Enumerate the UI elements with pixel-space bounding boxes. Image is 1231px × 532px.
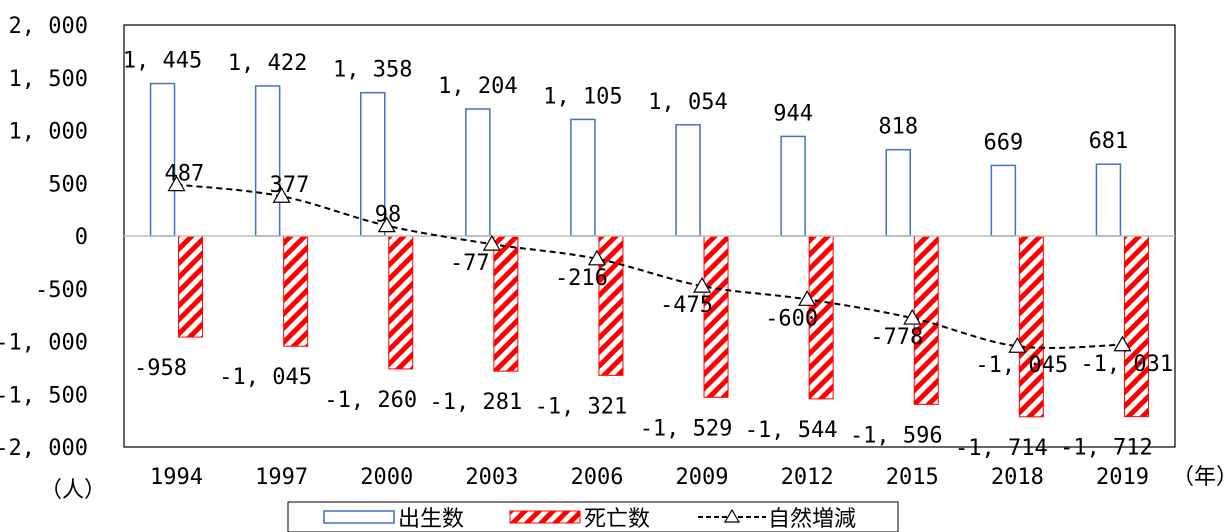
birth-value-label: 818	[878, 115, 918, 140]
x-tick-label: 2015	[886, 465, 939, 490]
x-tick-label: 2003	[465, 465, 518, 490]
x-tick-label: 2006	[570, 465, 623, 490]
birth-value-label: 1, 204	[438, 74, 517, 99]
legend-natural-label: 自然増減	[768, 507, 856, 532]
death-value-label: -1, 281	[429, 390, 522, 415]
triangle-marker	[798, 290, 817, 306]
legend-triangle-marker	[723, 508, 741, 523]
natural-value-label: -475	[660, 293, 713, 318]
death-value-label: -1, 596	[850, 423, 943, 448]
birth-value-label: 1, 445	[123, 49, 202, 74]
x-tick-label: 2019	[1096, 465, 1149, 490]
birth-bar	[885, 148, 911, 237]
death-value-label: -1, 045	[219, 365, 312, 390]
death-bar	[598, 235, 624, 376]
death-bar	[388, 235, 414, 370]
x-tick-label: 2018	[991, 465, 1044, 490]
natural-value-label: 98	[375, 203, 402, 228]
birth-bar	[465, 108, 491, 237]
x-tick-label: 1997	[255, 465, 308, 490]
birth-value-label: 1, 054	[648, 90, 727, 115]
legend-birth-swatch	[323, 510, 395, 524]
y-tick-label: 2, 000	[9, 14, 88, 39]
legend: 出生数 死亡数 自然増減	[287, 501, 899, 532]
triangle-marker	[587, 249, 606, 266]
death-value-label: -1, 321	[535, 394, 628, 419]
death-bar	[1123, 235, 1149, 418]
triangle-marker	[1008, 337, 1027, 353]
y-tick-label: 500	[48, 172, 88, 197]
legend-birth-label: 出生数	[398, 507, 464, 532]
birth-value-label: 944	[773, 101, 813, 126]
birth-bar	[149, 82, 176, 237]
death-bar	[1018, 235, 1044, 418]
x-tick-label: 2009	[676, 465, 729, 490]
birth-bar	[360, 91, 386, 237]
y-tick-label: 0	[75, 225, 88, 250]
birth-bar	[1095, 163, 1122, 237]
death-bar	[178, 235, 204, 338]
death-value-label: -1, 260	[324, 388, 417, 413]
triangle-marker	[903, 308, 922, 325]
triangle-marker	[272, 187, 291, 203]
triangle-marker	[482, 234, 501, 251]
y-unit-label: （人）	[40, 478, 106, 503]
birth-bar	[254, 85, 281, 237]
legend-death-swatch	[509, 510, 581, 524]
y-tick-label: -1, 500	[0, 383, 88, 408]
birth-bar	[990, 164, 1017, 237]
birth-value-label: 681	[1089, 129, 1129, 154]
death-value-label: -1, 529	[640, 416, 733, 441]
natural-value-label: 487	[165, 162, 205, 187]
x-unit-label: （年）	[1172, 465, 1231, 490]
death-value-label: -1, 714	[955, 436, 1048, 461]
death-value-label: -1, 544	[745, 418, 838, 443]
triangle-marker	[1113, 335, 1132, 352]
y-axis: 2, 000 1, 500 1, 000 500 0 -500 -1, 000 -1, 500…	[0, 14, 88, 461]
death-bar	[493, 235, 519, 372]
death-bar	[283, 235, 309, 347]
x-tick-label: 2000	[360, 465, 413, 490]
natural-change-line	[176, 183, 1123, 349]
y-tick-label: -1, 000	[0, 331, 88, 356]
birth-value-label: 1, 105	[543, 84, 622, 109]
death-value-label: -958	[134, 356, 187, 381]
natural-value-label: -600	[765, 306, 818, 331]
birth-value-label: 1, 422	[228, 51, 307, 76]
natural-value-label: -1, 045	[975, 353, 1068, 378]
x-tick-label: 1994	[150, 465, 203, 490]
y-tick-label: -500	[35, 278, 88, 303]
bar-series	[149, 82, 1149, 418]
x-axis: 1994 1997 2000 2003 2006 2009 2012 2015 2018 2019	[150, 465, 1149, 490]
natural-value-label: -778	[870, 325, 923, 350]
death-bar	[703, 235, 729, 398]
birth-bar	[675, 124, 701, 237]
y-tick-label: 1, 500	[9, 67, 88, 92]
natural-value-label: -77	[450, 251, 490, 276]
birth-bar	[780, 135, 806, 237]
triangle-marker	[693, 276, 712, 293]
birth-value-label: 669	[983, 130, 1023, 155]
line-series	[167, 175, 1132, 353]
data-labels: 1, 445 1, 422 1, 358 1, 204 1, 105 1, 054 944 8…	[123, 49, 1173, 461]
birth-bar	[570, 118, 596, 237]
triangle-marker	[167, 175, 186, 192]
triangle-marker	[377, 216, 396, 233]
y-tick-label: -2, 000	[0, 436, 88, 461]
birth-value-label: 1, 358	[333, 58, 412, 83]
y-tick-label: 1, 000	[9, 120, 88, 145]
natural-value-label: 377	[270, 173, 310, 198]
legend-death-label: 死亡数	[584, 507, 650, 532]
death-value-label: -1, 712	[1060, 436, 1153, 461]
natural-value-label: -1, 031	[1080, 352, 1173, 377]
death-bar	[808, 235, 834, 400]
x-tick-label: 2012	[781, 465, 834, 490]
natural-value-label: -216	[555, 266, 608, 291]
